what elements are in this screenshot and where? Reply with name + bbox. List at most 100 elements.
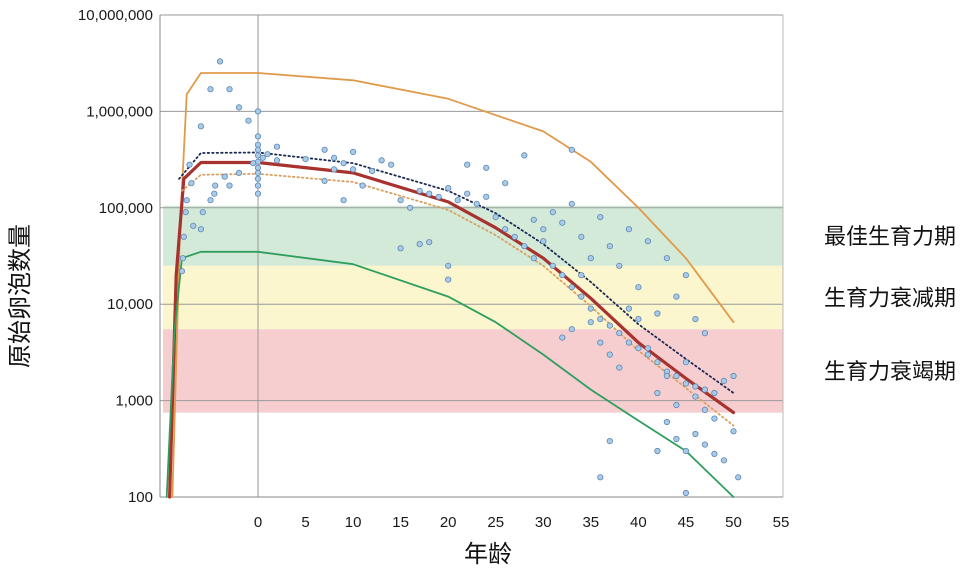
- data-point-28: [254, 164, 262, 171]
- data-point-115: [568, 326, 575, 333]
- data-point-48: [368, 168, 376, 175]
- zone-label-1: 生育力衰减期: [824, 287, 956, 312]
- data-point-36: [273, 143, 281, 150]
- data-point-63: [426, 239, 433, 246]
- data-point-105: [625, 226, 633, 233]
- x-tick-label-2: 10: [345, 514, 362, 531]
- zone-band-2: [163, 329, 783, 413]
- data-point-124: [654, 389, 661, 397]
- data-point-110: [673, 293, 680, 300]
- data-point-38: [302, 156, 309, 163]
- data-point-129: [701, 406, 709, 413]
- data-point-72: [492, 214, 499, 221]
- points-layer: [178, 58, 742, 497]
- data-point-17: [207, 197, 214, 204]
- data-point-42: [330, 166, 338, 173]
- data-point-104: [616, 262, 623, 269]
- data-point-92: [682, 380, 690, 387]
- data-point-91: [673, 372, 680, 380]
- data-point-142: [701, 441, 709, 448]
- data-point-64: [445, 262, 452, 269]
- data-point-75: [521, 243, 528, 250]
- data-point-25: [254, 146, 262, 153]
- data-point-57: [454, 197, 461, 204]
- data-point-88: [644, 351, 652, 358]
- x-tick-label-4: 20: [440, 514, 457, 531]
- y-tick-label-2: 10,000: [107, 296, 153, 313]
- x-axis-title: 年龄: [464, 540, 512, 568]
- data-point-119: [606, 351, 613, 358]
- data-point-81: [578, 293, 585, 300]
- data-point-16: [199, 209, 206, 216]
- data-point-34: [250, 160, 257, 167]
- x-tick-label-0: 0: [254, 514, 262, 531]
- data-point-18: [212, 182, 219, 189]
- data-point-107: [644, 238, 652, 245]
- data-point-80: [568, 284, 575, 291]
- y-tick-label-4: 1,000,000: [86, 103, 153, 120]
- data-point-7: [186, 161, 193, 168]
- data-point-26: [254, 152, 262, 159]
- data-point-0: [216, 58, 224, 65]
- data-point-1: [207, 86, 214, 93]
- y-tick-label-5: 10,000,000: [78, 7, 153, 24]
- data-point-98: [559, 219, 566, 226]
- curve-0: [171, 72, 735, 498]
- data-point-125: [663, 372, 671, 380]
- data-point-43: [340, 160, 347, 167]
- data-point-131: [720, 377, 728, 384]
- data-point-61: [397, 245, 404, 252]
- data-point-35: [264, 151, 271, 158]
- x-tick-label-3: 15: [392, 514, 409, 531]
- x-tick-label-11: 55: [773, 514, 790, 531]
- data-point-55: [435, 193, 442, 200]
- data-point-4: [245, 117, 252, 124]
- data-point-136: [606, 437, 613, 445]
- data-point-40: [321, 177, 328, 184]
- data-point-101: [587, 255, 594, 262]
- data-point-102: [597, 214, 604, 221]
- data-point-141: [692, 430, 699, 438]
- data-point-41: [330, 154, 338, 161]
- data-point-103: [606, 243, 613, 250]
- data-point-67: [483, 164, 490, 171]
- data-point-78: [549, 262, 556, 269]
- data-point-21: [226, 182, 233, 189]
- data-point-54: [426, 190, 433, 197]
- data-point-111: [682, 272, 690, 279]
- data-point-113: [701, 330, 709, 337]
- data-point-116: [578, 272, 585, 279]
- data-point-44: [340, 197, 347, 204]
- data-point-37: [273, 157, 281, 164]
- data-point-23: [254, 133, 262, 140]
- y-tick-label-1: 1,000: [115, 393, 153, 410]
- data-point-58: [464, 190, 471, 197]
- data-point-106: [635, 284, 642, 291]
- data-point-100: [578, 233, 585, 240]
- data-point-56: [445, 185, 452, 192]
- data-point-62: [416, 241, 423, 248]
- data-point-132: [730, 372, 737, 380]
- data-point-10: [182, 209, 189, 216]
- data-point-70: [530, 216, 537, 223]
- data-point-89: [654, 359, 661, 366]
- data-point-118: [597, 339, 604, 346]
- zone-band-1: [163, 265, 783, 330]
- axes-layer: [159, 15, 784, 498]
- data-point-29: [254, 169, 262, 176]
- x-tick-label-9: 45: [678, 514, 695, 531]
- data-point-31: [254, 182, 262, 189]
- data-point-108: [654, 310, 661, 317]
- data-point-3: [235, 104, 243, 111]
- data-point-82: [587, 305, 594, 312]
- x-tick-label-1: 5: [301, 514, 309, 531]
- data-point-93: [692, 383, 699, 390]
- data-point-9: [183, 197, 190, 204]
- x-tick-label-8: 40: [630, 514, 647, 531]
- data-point-24: [254, 141, 262, 148]
- x-tick-label-5: 25: [487, 514, 504, 531]
- grid-layer: [160, 14, 783, 497]
- data-point-114: [559, 334, 566, 341]
- data-point-8: [188, 180, 195, 187]
